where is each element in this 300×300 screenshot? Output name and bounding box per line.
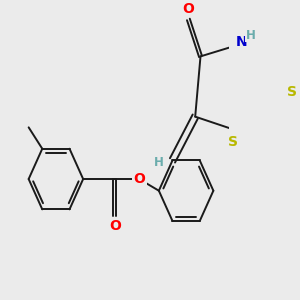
Text: O: O	[133, 172, 145, 186]
Text: H: H	[246, 28, 256, 41]
Text: H: H	[154, 156, 164, 169]
Text: S: S	[287, 85, 297, 99]
Text: S: S	[228, 135, 238, 149]
Text: O: O	[109, 219, 121, 233]
Text: N: N	[236, 35, 248, 49]
Text: O: O	[182, 2, 194, 16]
